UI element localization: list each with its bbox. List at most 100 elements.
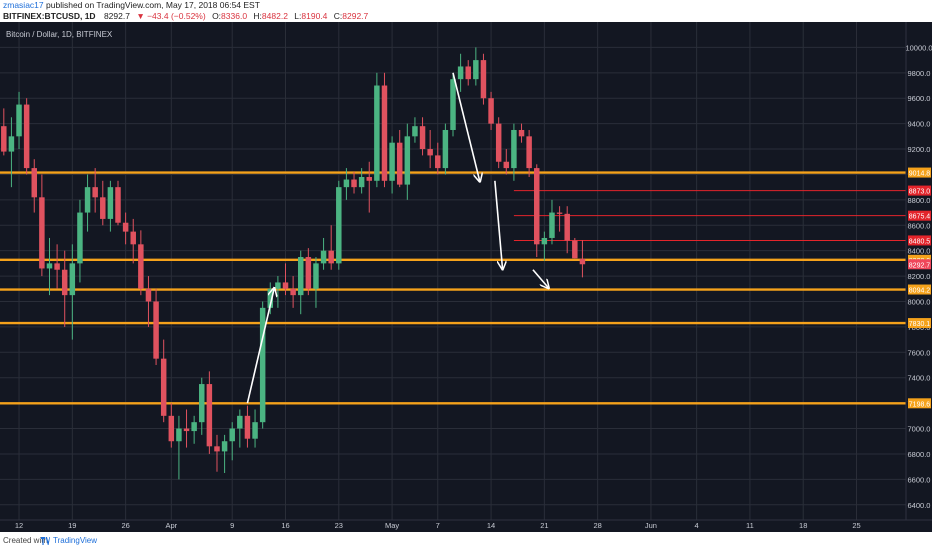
x-tick-label: 21	[540, 521, 548, 530]
candle-body	[549, 212, 555, 238]
candle-body	[343, 179, 350, 188]
candle-body	[199, 384, 205, 423]
y-tick-label: 7000.0	[908, 425, 931, 434]
y-tick-label: 9800.0	[908, 69, 931, 78]
candle-body	[176, 428, 182, 442]
candle-body	[313, 263, 319, 289]
candle-body	[465, 66, 471, 80]
candle-body	[122, 222, 129, 232]
candle-body	[138, 244, 144, 289]
author-link[interactable]: zmasiac17	[3, 0, 44, 10]
candle-body	[305, 257, 312, 289]
y-tick-label: 9600.0	[908, 94, 931, 103]
candle-body	[435, 155, 441, 169]
trend-arrow[interactable]	[532, 269, 548, 288]
ohlc-legend: BITFINEX:BTCUSD, 1D 8292.7 ▼ −43.4 (−0.5…	[3, 11, 372, 22]
candle-body	[526, 136, 532, 169]
candle-body	[480, 60, 487, 99]
candle-body	[297, 257, 304, 296]
candle-body	[153, 301, 159, 359]
candle-body	[259, 307, 266, 423]
tradingview-logo-icon[interactable]	[41, 537, 50, 545]
open-value: 8336.0	[221, 11, 248, 21]
candle-body	[39, 197, 45, 269]
price-badge	[908, 259, 931, 270]
candle-body	[541, 237, 548, 245]
x-tick-label: 7	[436, 521, 440, 530]
candle-body	[328, 250, 334, 264]
x-tick-label: 9	[230, 521, 234, 530]
low-value: 8190.4	[301, 11, 328, 21]
symbol-label: BITFINEX:BTCUSD, 1D	[3, 11, 96, 21]
publish-info: zmasiac17 published on TradingView.com, …	[3, 0, 260, 11]
grid-lines	[0, 22, 906, 520]
price-badge	[908, 185, 931, 196]
candle-body	[206, 384, 213, 447]
candle-body	[282, 282, 289, 289]
candle-body	[107, 187, 114, 219]
price-badge	[908, 318, 931, 329]
x-tick-label: Apr	[165, 521, 177, 530]
price-badge	[908, 210, 931, 221]
trend-arrow[interactable]	[494, 180, 503, 269]
candle-body	[556, 212, 563, 214]
candle-body	[358, 176, 365, 188]
y-tick-label: 8000.0	[908, 297, 931, 306]
candle-body	[320, 250, 327, 264]
price-change: ▼ −43.4 (−0.52%)	[136, 11, 206, 21]
price-badge	[908, 398, 931, 409]
trend-arrow[interactable]	[246, 289, 274, 404]
candle-body	[579, 258, 586, 265]
candle-body	[534, 168, 540, 245]
candle-body	[92, 187, 98, 198]
y-tick-label: 7400.0	[908, 374, 931, 383]
price-badge-label: 8094.2	[909, 288, 931, 295]
candle-body	[46, 263, 53, 269]
candle-body	[473, 60, 479, 80]
open-label: O:	[212, 11, 222, 21]
candle-body	[267, 288, 274, 308]
candlestick-chart[interactable]: Bitcoin / Dollar, 1D, BITFINEX 6400.0 660…	[0, 22, 932, 532]
candle-body	[252, 422, 258, 439]
x-tick-label: 25	[852, 521, 860, 530]
tradingview-brand[interactable]: TradingView	[53, 536, 98, 545]
close-label: C:	[333, 11, 343, 21]
y-tick-label: 6600.0	[908, 475, 931, 484]
time-axis[interactable]: 12 19 26 Apr 9 16 23 May 7 14 21 28 Jun 4 11 18 25	[15, 521, 861, 530]
x-tick-label: 12	[15, 521, 23, 530]
trend-arrow[interactable]	[452, 72, 480, 181]
candle-body	[100, 197, 106, 219]
chart-background	[0, 22, 932, 532]
x-tick-label: 16	[281, 521, 289, 530]
candle-body	[237, 415, 243, 429]
candle-body	[168, 415, 175, 442]
price-badge-label: 9014.8	[909, 171, 931, 178]
candle-body	[503, 161, 510, 169]
price-badge-label: 8292.7	[909, 262, 931, 269]
candle-body	[31, 168, 38, 198]
candle-body	[412, 126, 418, 137]
candle-body	[336, 187, 342, 264]
y-tick-label: 8400.0	[908, 247, 931, 256]
x-tick-label: 19	[68, 521, 76, 530]
candle-body	[290, 288, 296, 296]
y-tick-label: 9200.0	[908, 145, 931, 154]
y-tick-label: 8600.0	[908, 221, 931, 230]
x-tick-label: May	[385, 521, 399, 530]
candle-body	[374, 85, 380, 181]
candle-body	[495, 123, 502, 162]
candles	[1, 47, 586, 480]
x-tick-label: 28	[593, 521, 601, 530]
candle-body	[275, 282, 281, 289]
x-tick-label: 18	[799, 521, 807, 530]
price-badge-label: 8675.4	[909, 214, 931, 221]
candle-body	[457, 66, 464, 80]
candle-body	[214, 446, 220, 452]
annotation-arrows[interactable]	[246, 72, 548, 404]
high-value: 8482.2	[261, 11, 288, 21]
candle-body	[564, 213, 570, 241]
candle-body	[351, 179, 357, 188]
candle-body	[396, 142, 403, 185]
publish-text: published on TradingView.com, May 17, 20…	[46, 0, 260, 10]
high-label: H:	[253, 11, 262, 21]
